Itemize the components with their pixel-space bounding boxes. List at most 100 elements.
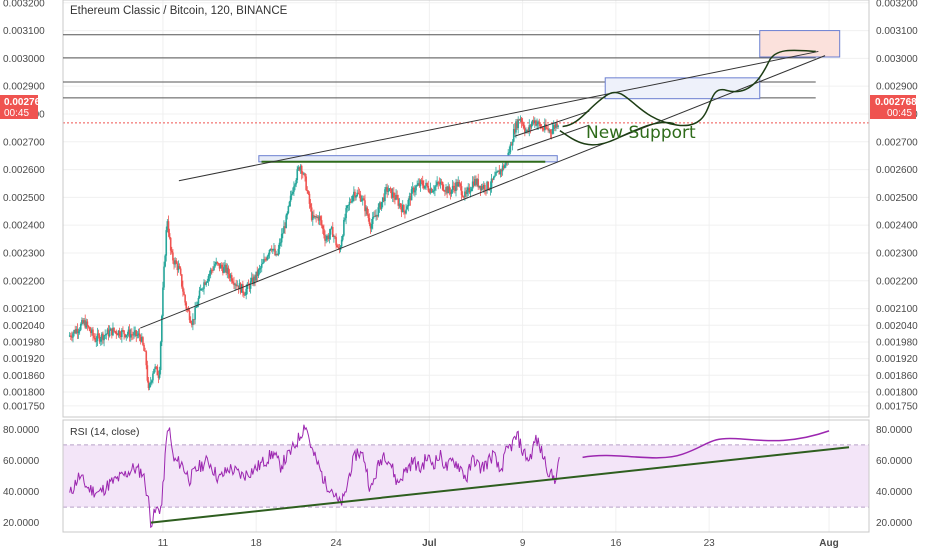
candle-body <box>114 331 116 332</box>
candle-body <box>350 201 353 203</box>
candle-body <box>378 202 381 208</box>
candle-body <box>273 248 275 250</box>
candle-body <box>155 366 158 368</box>
candle-body <box>224 264 226 267</box>
candle-body <box>479 185 482 190</box>
candle-body <box>465 191 467 195</box>
candle-body <box>244 294 246 296</box>
candle-body <box>490 178 493 188</box>
candle-body <box>467 187 470 190</box>
candle-body <box>316 216 319 218</box>
candle-body <box>158 369 161 378</box>
right-price-axis: 0.0032000.0031000.0030000.0029000.002800… <box>876 0 918 529</box>
candle-body <box>381 197 384 202</box>
candle-body <box>83 320 85 324</box>
price-tick-label-left: 0.002400 <box>3 221 45 232</box>
candle-body <box>249 281 252 289</box>
candle-body <box>68 335 71 337</box>
candle-body <box>209 269 212 274</box>
candle-body <box>268 249 271 255</box>
candle-body <box>163 266 165 288</box>
candle-body <box>341 235 344 240</box>
candle-body <box>187 309 190 311</box>
price-tick-label-left: 0.002040 <box>3 321 45 332</box>
candle-body <box>421 180 424 186</box>
candle-body <box>178 266 181 269</box>
rsi-tick-label-left: 80.0000 <box>3 425 40 436</box>
candle-body <box>476 179 478 185</box>
rsi-tick-label-right: 20.0000 <box>876 518 913 529</box>
candle-body <box>197 297 200 306</box>
candle-body <box>475 179 477 185</box>
candle-body <box>328 234 331 239</box>
candle-body <box>250 277 253 282</box>
candle-body <box>321 225 324 229</box>
candle-body <box>410 189 413 201</box>
candle-body <box>108 330 111 337</box>
candle-body <box>252 277 254 285</box>
candle-body <box>509 144 512 153</box>
inner-channel-line <box>514 110 590 137</box>
candle-body <box>391 192 394 198</box>
candle-body <box>237 285 240 290</box>
candle-body <box>165 230 168 256</box>
candle-body <box>517 119 519 129</box>
candle-body <box>308 193 311 204</box>
candle-body <box>282 233 284 235</box>
time-tick-label: 16 <box>610 538 622 549</box>
candle-body <box>442 189 445 192</box>
price-tick-label-right: 0.002040 <box>876 321 918 332</box>
candle-body <box>379 202 382 209</box>
candle-body <box>393 192 395 198</box>
candle-body <box>166 221 169 231</box>
candle-body <box>300 165 303 174</box>
candle-body <box>487 181 490 190</box>
candle-body <box>535 120 537 126</box>
candle-body <box>542 129 545 131</box>
candle-body <box>144 350 146 352</box>
rsi-band <box>63 444 869 508</box>
candle-body <box>425 182 427 186</box>
candle-body <box>455 182 457 191</box>
candle-body <box>153 368 155 374</box>
candle-body <box>522 123 525 129</box>
candle-body <box>182 286 184 292</box>
candle-body <box>375 214 377 217</box>
candle-body <box>477 179 480 188</box>
candle-body <box>149 382 152 384</box>
candle-body <box>272 249 274 251</box>
target-zone-box <box>759 30 841 58</box>
price-tick-label-right: 0.003200 <box>876 0 918 9</box>
candle-body <box>314 216 316 218</box>
candle-body <box>373 216 375 218</box>
candle-body <box>464 191 466 198</box>
candle-body <box>482 184 485 189</box>
candle-body <box>256 271 259 276</box>
candle-body <box>377 207 380 217</box>
candle-body <box>315 216 317 218</box>
candle-body <box>311 215 314 220</box>
candle-body <box>294 184 296 187</box>
candle-body <box>177 266 180 271</box>
candle-body <box>469 190 472 193</box>
candle-body <box>247 283 250 286</box>
candle-body <box>278 242 281 249</box>
candle-body <box>195 307 198 308</box>
candle-body <box>85 321 88 328</box>
candle-body <box>118 330 121 336</box>
candle-body <box>456 182 458 187</box>
candle-body <box>348 201 351 205</box>
candle-body <box>151 380 153 383</box>
candle-body <box>521 122 524 124</box>
candle-body <box>119 335 122 338</box>
candle-body <box>179 268 182 275</box>
candle-body <box>408 196 411 201</box>
candle-body <box>280 233 283 243</box>
candle-body <box>305 176 307 191</box>
candle-body <box>204 282 206 285</box>
candle-body <box>547 128 549 131</box>
candle-body <box>193 319 195 320</box>
candle-body <box>399 203 402 207</box>
candle-body <box>298 167 301 171</box>
price-tick-label-right: 0.002300 <box>876 248 918 259</box>
